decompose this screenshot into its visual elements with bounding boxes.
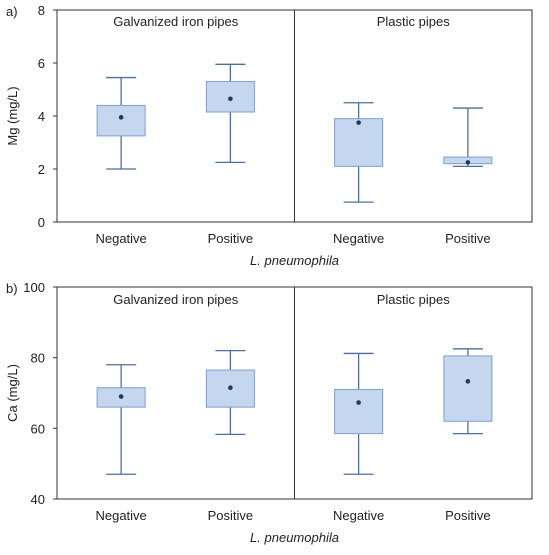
x-category-label: Positive: [208, 231, 254, 246]
y-tick-label: 6: [38, 56, 45, 71]
group-title: Galvanized iron pipes: [113, 14, 239, 29]
y-tick-label: 4: [38, 109, 45, 124]
group-title: Plastic pipes: [377, 14, 450, 29]
mean-marker: [228, 385, 233, 391]
y-axis-label: Ca (mg/L): [5, 364, 20, 422]
mean-marker: [118, 115, 124, 120]
y-tick-label: 2: [38, 162, 45, 177]
x-axis-label: L. pneumophila: [250, 253, 339, 268]
x-axis-label: L. pneumophila: [250, 530, 339, 545]
x-category-label: Negative: [333, 508, 384, 523]
x-category-label: Negative: [95, 231, 146, 246]
box-iqr: [443, 355, 493, 422]
box-iqr: [334, 388, 384, 435]
y-tick-label: 8: [38, 3, 45, 18]
group-title: Plastic pipes: [377, 292, 450, 307]
mean-marker: [356, 400, 361, 405]
group-title: Galvanized iron pipes: [113, 292, 239, 307]
mean-marker: [118, 394, 124, 399]
x-category-label: Positive: [445, 231, 491, 246]
panel-label: b): [6, 281, 18, 296]
mean-marker: [465, 379, 471, 384]
x-category-label: Positive: [208, 508, 254, 523]
y-tick-label: 100: [23, 280, 45, 295]
box-iqr: [334, 118, 384, 167]
y-tick-label: 80: [31, 351, 45, 366]
x-category-label: Negative: [333, 231, 384, 246]
x-category-label: Negative: [95, 508, 146, 523]
y-axis-label: Mg (mg/L): [5, 86, 20, 145]
mean-marker: [465, 160, 471, 165]
y-tick-label: 0: [38, 215, 45, 230]
x-category-label: Positive: [445, 508, 491, 523]
mean-marker: [356, 120, 361, 125]
panel-label: a): [6, 4, 18, 19]
y-tick-label: 60: [31, 421, 45, 436]
y-tick-label: 40: [31, 492, 45, 507]
mean-marker: [228, 96, 233, 102]
box-iqr: [96, 104, 146, 137]
